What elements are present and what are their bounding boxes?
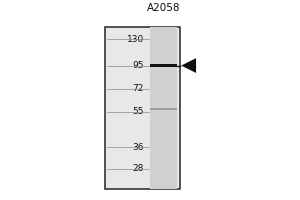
Text: 72: 72 (133, 84, 144, 93)
Text: 130: 130 (127, 35, 144, 44)
Text: 55: 55 (133, 107, 144, 116)
Bar (150, 64, 177, 67)
Text: A2058: A2058 (147, 3, 180, 13)
Polygon shape (181, 58, 196, 73)
Bar (150, 108, 177, 110)
Bar (150, 27, 177, 189)
Text: 36: 36 (133, 143, 144, 152)
Text: 28: 28 (133, 164, 144, 173)
Text: 95: 95 (133, 61, 144, 70)
Bar (105, 27, 180, 189)
